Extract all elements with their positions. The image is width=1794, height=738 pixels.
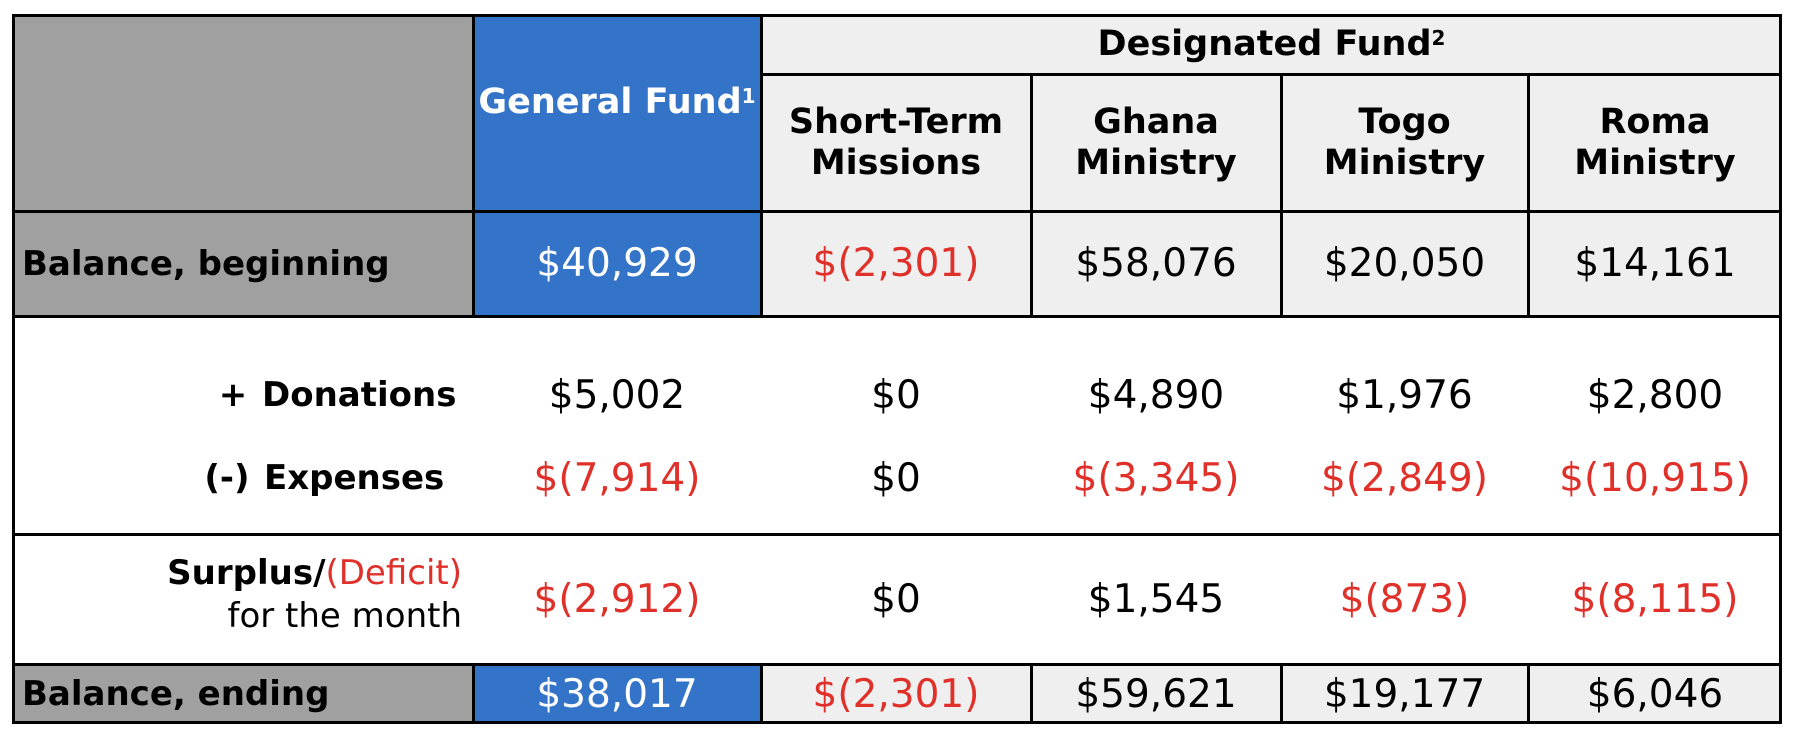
border-designated-sub — [761, 73, 1782, 76]
border-short-term-col — [1030, 74, 1033, 316]
row-label-expenses: (-) Expenses — [202, 455, 457, 501]
expenses-sign: (-) — [204, 458, 250, 498]
col-header-line: Ghana — [1093, 101, 1219, 142]
donations-sign: + — [218, 375, 248, 415]
donations-short-term: $0 — [871, 372, 921, 418]
border-bottom — [12, 721, 1782, 724]
border-surplus-bottom — [12, 663, 1782, 666]
donations-general: $5,002 — [548, 372, 686, 418]
expenses-short-term: $0 — [871, 455, 921, 501]
balance-ending-short-term: $(2,301) — [761, 664, 1031, 724]
col-header-togo-ministry: Togo Ministry — [1281, 74, 1528, 211]
col-header-ghana-ministry: Ghana Ministry — [1031, 74, 1281, 211]
col-header-line: Ministry — [1075, 142, 1237, 183]
expenses-general: $(7,914) — [533, 455, 701, 501]
surplus-ghana: $1,545 — [1087, 576, 1225, 622]
activity-section — [12, 316, 1782, 534]
border-header-bottom — [12, 210, 1782, 213]
col-header-line: Roma — [1599, 101, 1711, 142]
border-general-col — [760, 14, 763, 316]
surplus-label-line1: Surplus/(Deficit) — [72, 552, 462, 595]
donations-roma: $2,800 — [1586, 372, 1724, 418]
designated-fund-footnote: 2 — [1431, 25, 1446, 50]
donations-togo: $1,976 — [1336, 372, 1473, 418]
border-top — [12, 14, 1782, 17]
border-togo-col — [1527, 74, 1530, 316]
balance-beginning-ghana: $58,076 — [1031, 211, 1281, 316]
border-general-col-bottom — [760, 664, 763, 724]
border-left — [12, 14, 15, 724]
balance-ending-general: $38,017 — [473, 664, 761, 724]
border-right — [1779, 14, 1782, 724]
col-header-line: Ministry — [1323, 142, 1486, 183]
border-beginning-bottom — [12, 315, 1782, 318]
surplus-label-line2: for the month — [227, 596, 462, 636]
balance-ending-roma: $6,046 — [1528, 664, 1782, 724]
col-header-roma-ministry: Roma Ministry — [1528, 74, 1782, 211]
border-ghana-col-bottom — [1280, 664, 1283, 724]
expenses-label: Expenses — [264, 458, 445, 498]
fund-summary-table: General Fund 1 Designated Fund 2 Short-Ter… — [12, 14, 1782, 724]
col-header-line: Short-Term — [788, 101, 1004, 142]
col-header-short-term-missions: Short-Term Missions — [761, 74, 1031, 211]
balance-beginning-general: $40,929 — [473, 211, 761, 316]
surplus-roma: $(8,115) — [1571, 576, 1739, 622]
deficit-label: (Deficit) — [325, 553, 462, 593]
expenses-roma: $(10,915) — [1559, 455, 1751, 501]
row-label-balance-ending: Balance, ending — [12, 664, 473, 724]
row-label-donations: + Donations — [212, 372, 457, 418]
surplus-label: Surplus/ — [167, 553, 326, 593]
border-short-term-col-bottom — [1030, 664, 1033, 724]
border-togo-col-bottom — [1527, 664, 1530, 724]
border-label-col — [472, 14, 475, 316]
col-header-line: Togo — [1358, 101, 1451, 142]
surplus-togo: $(873) — [1339, 576, 1470, 622]
designated-fund-label: Designated Fund — [1097, 23, 1432, 64]
border-activity-bottom — [12, 533, 1782, 536]
donations-label: Donations — [262, 375, 457, 415]
border-label-col-bottom — [472, 664, 475, 724]
col-header-line: Missions — [810, 142, 982, 183]
donations-ghana: $4,890 — [1087, 372, 1225, 418]
row-label-surplus: Surplus/(Deficit) for the month — [72, 552, 462, 648]
surplus-general: $(2,912) — [533, 576, 701, 622]
balance-ending-ghana: $59,621 — [1031, 664, 1281, 724]
expenses-togo: $(2,849) — [1321, 455, 1488, 501]
header-corner-cell — [12, 14, 473, 211]
general-fund-header: General Fund 1 — [473, 14, 761, 211]
balance-beginning-roma: $14,161 — [1528, 211, 1782, 316]
col-header-line: Ministry — [1574, 142, 1736, 183]
balance-beginning-togo: $20,050 — [1281, 211, 1528, 316]
row-label-balance-beginning: Balance, beginning — [12, 211, 473, 316]
expenses-ghana: $(3,345) — [1072, 455, 1240, 501]
general-fund-footnote: 1 — [741, 84, 756, 108]
general-fund-label: General Fund — [478, 82, 742, 122]
balance-beginning-short-term: $(2,301) — [761, 211, 1031, 316]
surplus-short-term: $0 — [871, 576, 921, 622]
designated-fund-header: Designated Fund 2 — [761, 14, 1782, 74]
balance-ending-togo: $19,177 — [1281, 664, 1528, 724]
border-ghana-col — [1280, 74, 1283, 316]
